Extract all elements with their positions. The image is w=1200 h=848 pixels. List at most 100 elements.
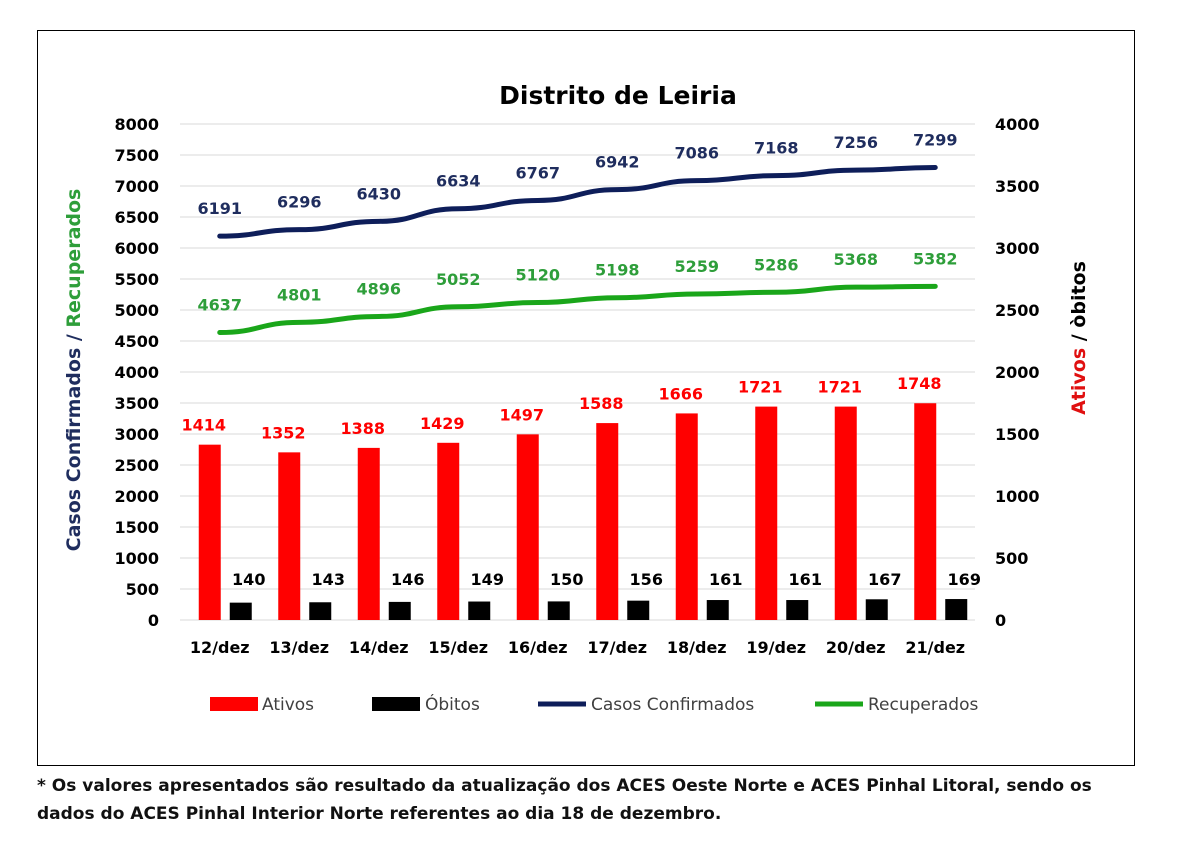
y-left-tick-label: 4000: [114, 363, 159, 382]
bar-óbitos: [468, 601, 491, 620]
chart-title: Distrito de Leiria: [499, 81, 737, 110]
x-tick-label: 20/dez: [826, 638, 886, 657]
y-right-tick-label: 3000: [995, 239, 1040, 258]
bar-ativos: [675, 413, 698, 620]
data-label-casos-confirmados: 6296: [277, 193, 322, 212]
bar-óbitos: [865, 599, 888, 620]
y-left-tick-label: 2000: [114, 487, 159, 506]
y-right-axis-label-part1: Ativos: [1068, 348, 1090, 415]
y-right-tick-label: 1000: [995, 487, 1040, 506]
data-label-ativos: 1497: [499, 405, 544, 424]
x-tick-label: 15/dez: [428, 638, 488, 657]
bar-óbitos: [786, 600, 809, 620]
data-label-ativos: 1588: [579, 394, 624, 413]
data-label-casos-confirmados: 6191: [197, 199, 242, 218]
x-tick-label: 16/dez: [508, 638, 568, 657]
data-label-recuperados: 4637: [197, 296, 242, 315]
y-left-tick-label: 6500: [114, 208, 159, 227]
data-label-ativos: 1352: [261, 423, 306, 442]
data-label-recuperados: 5286: [754, 255, 799, 274]
y-left-tick-label: 1000: [114, 549, 159, 568]
y-left-tick-label: 6000: [114, 239, 159, 258]
y-left-tick-label: 2500: [114, 456, 159, 475]
y-left-tick-label: 500: [126, 580, 159, 599]
y-left-tick-label: 4500: [114, 332, 159, 351]
y-right-tick-label: 4000: [995, 115, 1040, 134]
y-right-axis-label-part2: / òbitos: [1068, 261, 1090, 348]
data-label-óbitos: 169: [948, 570, 981, 589]
data-label-ativos: 1388: [340, 419, 385, 438]
bar-ativos: [834, 406, 857, 620]
data-label-recuperados: 5368: [833, 250, 878, 269]
data-label-ativos: 1721: [817, 378, 862, 397]
y-left-tick-label: 1500: [114, 518, 159, 537]
y-right-tick-label: 2500: [995, 301, 1040, 320]
y-left-tick-label: 0: [148, 611, 159, 630]
y-left-tick-label: 3000: [114, 425, 159, 444]
legend-ativos-label: Ativos: [262, 695, 314, 715]
bar-óbitos: [229, 602, 252, 620]
x-tick-label: 19/dez: [746, 638, 806, 657]
data-label-ativos: 1429: [420, 414, 465, 433]
footnote-line-1: * Os valores apresentados são resultado …: [37, 776, 1092, 796]
data-label-casos-confirmados: 6634: [436, 172, 481, 191]
data-label-óbitos: 161: [789, 570, 822, 589]
y-left-axis-label: Casos Confirmados / Recuperados: [63, 189, 85, 552]
y-left-axis-label-part2: Recuperados: [63, 189, 85, 328]
bar-óbitos: [627, 600, 650, 620]
data-label-óbitos: 161: [709, 570, 742, 589]
chart-frame: [37, 30, 1135, 766]
data-label-ativos: 1748: [897, 374, 942, 393]
bar-ativos: [278, 452, 301, 620]
bar-ativos: [596, 423, 619, 620]
y-right-tick-label: 1500: [995, 425, 1040, 444]
x-tick-label: 21/dez: [905, 638, 965, 657]
data-label-casos-confirmados: 7256: [833, 133, 878, 152]
data-label-recuperados: 5198: [595, 261, 640, 280]
data-label-ativos: 1721: [738, 378, 783, 397]
bar-ativos: [198, 444, 221, 620]
data-label-óbitos: 150: [550, 570, 583, 589]
bar-ativos: [357, 447, 380, 620]
data-label-recuperados: 5259: [674, 257, 719, 276]
data-label-ativos: 1666: [658, 384, 703, 403]
data-label-casos-confirmados: 7299: [913, 130, 958, 149]
data-label-recuperados: 4801: [277, 285, 322, 304]
x-tick-label: 12/dez: [190, 638, 250, 657]
legend-recuperados-label: Recuperados: [868, 695, 978, 715]
y-right-tick-label: 500: [995, 549, 1028, 568]
y-left-axis-label-part1: Casos Confirmados /: [63, 328, 85, 552]
bar-óbitos: [388, 601, 411, 620]
y-left-tick-label: 5000: [114, 301, 159, 320]
data-label-óbitos: 149: [471, 570, 504, 589]
y-right-tick-label: 0: [995, 611, 1006, 630]
data-label-casos-confirmados: 7168: [754, 139, 799, 158]
data-label-casos-confirmados: 6767: [515, 163, 560, 182]
series-line-casos-confirmados: [217, 164, 938, 239]
footnote-line-2: dados do ACES Pinhal Interior Norte refe…: [37, 804, 722, 824]
footnote: * Os valores apresentados são resultado …: [37, 772, 1167, 828]
data-label-óbitos: 140: [232, 570, 265, 589]
y-right-tick-label: 2000: [995, 363, 1040, 382]
bar-óbitos: [309, 602, 332, 620]
x-tick-label: 14/dez: [349, 638, 409, 657]
x-tick-label: 18/dez: [667, 638, 727, 657]
y-left-tick-label: 7500: [114, 146, 159, 165]
data-label-óbitos: 156: [630, 570, 663, 589]
data-label-óbitos: 167: [868, 570, 901, 589]
data-label-recuperados: 5120: [515, 266, 560, 285]
data-label-recuperados: 5382: [913, 249, 958, 268]
x-tick-label: 17/dez: [587, 638, 647, 657]
data-label-óbitos: 146: [391, 570, 424, 589]
bar-ativos: [516, 434, 539, 620]
bar-ativos: [437, 442, 460, 620]
y-left-tick-label: 7000: [114, 177, 159, 196]
bar-ativos: [914, 403, 937, 620]
series-line-recuperados: [217, 283, 938, 336]
bar-óbitos: [945, 599, 968, 620]
data-label-recuperados: 4896: [356, 279, 401, 298]
legend-ativos-swatch: [210, 697, 258, 711]
data-label-casos-confirmados: 6430: [356, 184, 401, 203]
legend-óbitos-label: Óbitos: [425, 693, 480, 715]
